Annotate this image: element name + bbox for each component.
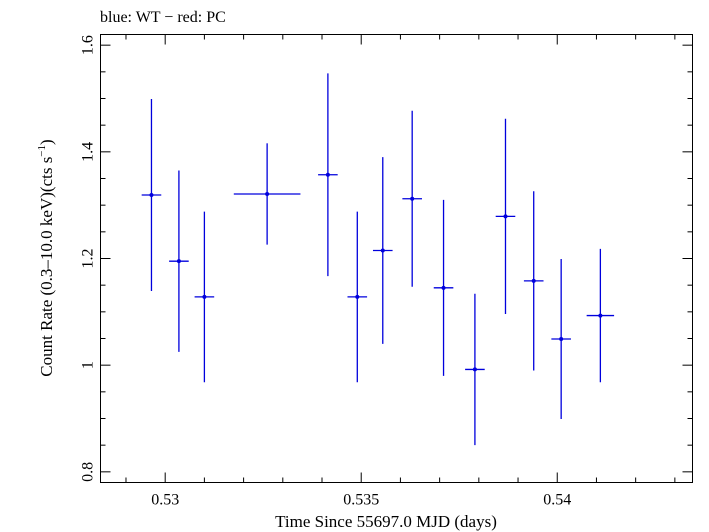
y-axis-label-main: Count Rate (0.3–10.0 keV)(cts s bbox=[37, 157, 56, 377]
data-point bbox=[465, 293, 485, 446]
point-marker bbox=[598, 313, 603, 318]
y-tick-label: 0.8 bbox=[80, 462, 97, 482]
x-axis-label: Time Since 55697.0 MJD (days) bbox=[275, 512, 497, 531]
data-point bbox=[372, 157, 393, 344]
data-point bbox=[141, 99, 162, 292]
x-tick-label: 0.54 bbox=[543, 492, 571, 509]
point-marker bbox=[410, 196, 415, 201]
chart-title: blue: WT − red: PC bbox=[100, 9, 226, 26]
point-marker bbox=[380, 248, 385, 253]
plot-frame bbox=[100, 34, 693, 483]
point-marker bbox=[441, 285, 446, 290]
point-marker bbox=[202, 294, 207, 299]
data-point bbox=[495, 118, 516, 314]
x-tick-label: 0.53 bbox=[151, 492, 179, 509]
data-point bbox=[169, 170, 189, 352]
data-marks bbox=[141, 73, 615, 446]
x-tick-label: 0.535 bbox=[343, 492, 379, 509]
point-marker bbox=[149, 193, 154, 198]
data-point bbox=[233, 143, 301, 245]
point-marker bbox=[531, 278, 536, 283]
data-point bbox=[433, 199, 454, 376]
point-marker bbox=[472, 367, 477, 372]
point-marker bbox=[265, 191, 270, 196]
data-point bbox=[551, 259, 571, 420]
axis-ticks bbox=[100, 34, 693, 483]
point-marker bbox=[503, 214, 508, 219]
data-point bbox=[586, 248, 615, 383]
point-marker bbox=[559, 337, 564, 342]
point-marker bbox=[325, 172, 330, 177]
data-point bbox=[318, 73, 338, 277]
data-point bbox=[523, 191, 544, 371]
point-marker bbox=[355, 294, 360, 299]
y-tick-label: 1.4 bbox=[80, 142, 97, 162]
data-point bbox=[194, 211, 215, 383]
y-tick-label: 1 bbox=[80, 361, 97, 369]
data-point bbox=[347, 211, 368, 383]
y-tick-label: 1.2 bbox=[80, 249, 97, 269]
y-axis-label: Count Rate (0.3–10.0 keV)(cts s−1) bbox=[36, 139, 56, 376]
y-axis-label-tail: ) bbox=[37, 139, 56, 145]
y-tick-label: 1.6 bbox=[80, 35, 97, 55]
axis-tick-labels: 0.53 0.535 0.54 0.8 1 1.2 1.4 1.6 bbox=[80, 35, 572, 508]
data-point bbox=[402, 110, 422, 287]
y-axis-label-sup: −1 bbox=[36, 145, 48, 157]
point-marker bbox=[176, 259, 181, 264]
